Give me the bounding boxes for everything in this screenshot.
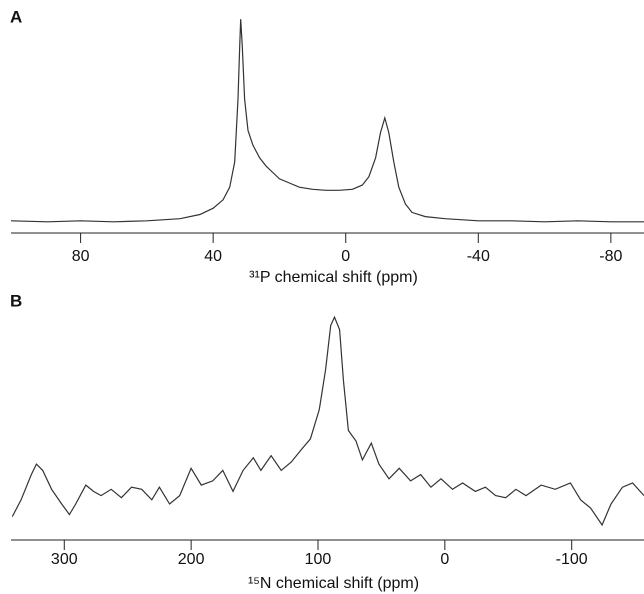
x-tick-label: -80 (599, 248, 622, 265)
x-tick-label: 300 (51, 551, 78, 568)
x-tick-label: 100 (305, 551, 332, 568)
x-axis-label: ³¹P chemical shift (ppm) (249, 269, 418, 286)
x-tick-label: -100 (556, 551, 588, 568)
x-tick-label: -40 (467, 248, 490, 265)
spectrum-line (11, 315, 644, 527)
x-axis-label: ¹⁵N chemical shift (ppm) (248, 575, 419, 592)
x-tick-label: 80 (72, 248, 90, 265)
panel-label: A (10, 7, 22, 26)
x-tick-label: 40 (204, 248, 222, 265)
x-tick-label: 0 (341, 248, 350, 265)
x-tick-label: 200 (178, 551, 205, 568)
panel-label: B (10, 291, 22, 310)
x-tick-label: 0 (440, 551, 449, 568)
spectrum-line (10, 19, 644, 223)
